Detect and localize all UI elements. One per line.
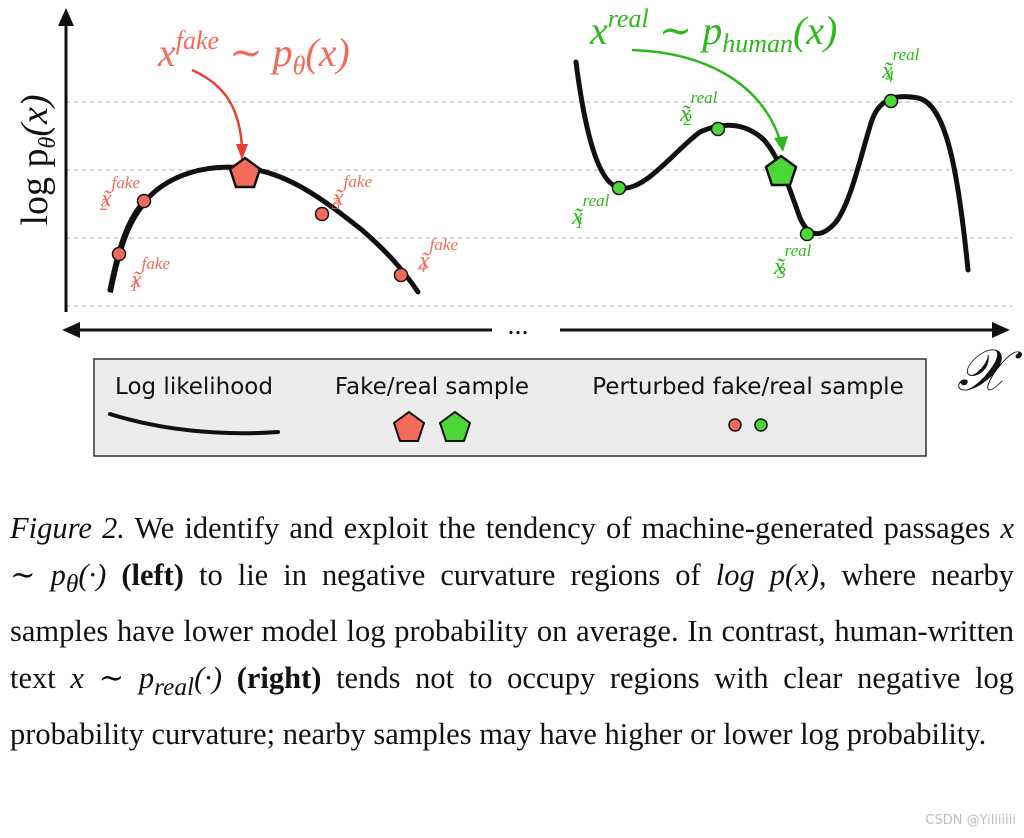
right-title: xreal ∼ phuman(x) <box>589 4 837 58</box>
legend-sample-label: Fake/real sample <box>335 374 529 400</box>
right-title-arrow <box>631 48 782 141</box>
fake-perturbed-points <box>111 193 409 283</box>
caption-label: Figure 2. <box>10 511 125 545</box>
caption-text-3: , where nearby samples have lower model … <box>10 558 1015 696</box>
legend-real-dot <box>754 418 768 432</box>
caption-math-2: log p(x) <box>715 558 819 592</box>
curvature-figure: log pθ(x) ... 𝒳 xfake ∼ pθ(x) xreal ∼ phum… <box>14 4 1023 457</box>
legend-perturbed-label: Perturbed fake/real sample <box>592 374 903 400</box>
x-axis-symbol: 𝒳 <box>957 338 1023 403</box>
gridlines <box>66 101 1012 307</box>
caption-text-1: We identify and exploit the tendency of … <box>134 511 991 545</box>
y-axis-label: log pθ(x) <box>14 94 61 225</box>
watermark: CSDN @Yiliiiiii <box>925 813 1016 828</box>
fake-point-1-label: x̃fake 1 <box>130 254 170 295</box>
caption-text-2: to lie in negative curvature regions of <box>198 558 701 592</box>
legend-log-likelihood-label: Log likelihood <box>115 374 273 400</box>
real-point-3 <box>799 226 815 242</box>
legend-fake-pentagon <box>392 410 426 442</box>
fake-point-2 <box>136 193 152 209</box>
fake-point-2-label: x̃fake 2 <box>100 173 140 214</box>
caption-text-4: tends not to occupy regions with clear n… <box>10 661 1015 752</box>
real-point-2-label: x̃real 2 <box>679 88 718 129</box>
real-point-4-label: x̃real 4 <box>881 45 920 86</box>
caption-right-bold: (right) <box>236 661 322 696</box>
caption-math-3: x ∼ preal(·) <box>70 661 223 702</box>
fake-point-4-label: x̃fake 4 <box>418 235 458 276</box>
fake-point-4 <box>393 267 409 283</box>
real-point-3-label: x̃real 3 <box>773 241 812 282</box>
real-sample-pentagon <box>764 154 798 187</box>
real-point-1 <box>611 180 627 196</box>
legend-fake-dot <box>728 418 742 432</box>
caption-left-bold: (left) <box>121 558 184 592</box>
figure-caption: Figure 2. We identify and exploit the te… <box>10 505 1014 758</box>
x-axis-right-arrow <box>992 322 1010 338</box>
left-title-arrow <box>191 68 244 149</box>
caption-math-1: x ∼ pθ(·) <box>10 511 1015 599</box>
legend-curve-swatch <box>108 412 280 436</box>
x-axis-ellipsis: ... <box>508 310 529 341</box>
real-perturbed-points <box>611 93 899 242</box>
x-axis-left-arrow <box>62 322 80 338</box>
real-point-2 <box>710 121 726 137</box>
real-point-labels: x̃real 1 x̃real 2 x̃real 3 x̃real 4 <box>571 45 920 282</box>
legend-real-pentagon <box>438 410 472 442</box>
fake-point-1 <box>111 246 127 262</box>
real-point-1-label: x̃real 1 <box>571 191 610 232</box>
fake-sample-pentagon <box>228 156 262 189</box>
fake-point-3-label: x̃fake 3 <box>331 172 372 213</box>
legend: Log likelihood Fake/real sample Perturbe… <box>93 358 927 457</box>
y-axis <box>58 8 74 312</box>
left-title: xfake ∼ pθ(x) <box>157 26 350 80</box>
real-point-4 <box>883 93 899 109</box>
fake-point-3 <box>314 206 330 222</box>
